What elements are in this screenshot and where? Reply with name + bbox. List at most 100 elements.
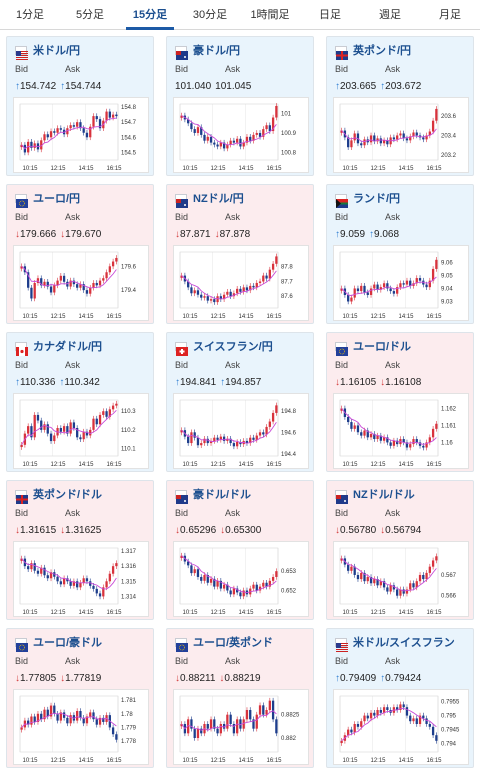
x-tick-label: 16:15 <box>106 758 122 764</box>
rate-card[interactable]: ランド/円 Bid Ask ↑9.059 ↑9.068 9.06 9.05 9.04 9.03 1… <box>326 184 474 324</box>
rate-card[interactable]: 英ポンド/ドル Bid Ask ↓1.31615 ↓1.31625 1.317 1.316 1… <box>6 480 154 620</box>
x-tick-label: 12:15 <box>50 758 66 764</box>
rate-card[interactable]: スイスフラン/円 Bid Ask ↑194.841 ↑194.857 194.8 194.6… <box>166 332 314 472</box>
tab-7[interactable]: 月足 <box>439 9 461 21</box>
rate-card[interactable]: NZドル/ドル Bid Ask ↓0.56780 ↓0.56794 0.567 0.566 1… <box>326 480 474 620</box>
pair-title-link[interactable]: NZドル/ドル <box>335 487 415 504</box>
rate-card[interactable]: カナダドル/円 Bid Ask ↑110.336 ↑110.342 110.3 110.2 1… <box>6 332 154 472</box>
price-row: ↑9.059 ↑9.068 <box>335 229 399 240</box>
pair-title-link[interactable]: ユーロ/円 <box>15 191 80 208</box>
bid-label: Bid <box>335 64 349 74</box>
arrow-down-icon: ↓ <box>15 525 20 536</box>
price-row: ↓0.88211 ↓0.88219 <box>175 673 261 684</box>
tab-1[interactable]: 5分足 <box>75 9 105 21</box>
candle-body <box>216 580 219 587</box>
pair-title-link[interactable]: NZドル/円 <box>175 191 244 208</box>
candle-body <box>239 442 242 445</box>
candle-body <box>209 299 213 301</box>
x-tick-label: 10:15 <box>342 462 358 468</box>
candle-body <box>428 566 431 573</box>
arrow-up-icon: ↑ <box>335 229 340 240</box>
candle-body <box>435 108 438 121</box>
rate-card[interactable]: ユーロ/豪ドル Bid Ask ↓1.77805 ↓1.77819 1.781 1.78 1.… <box>6 628 154 768</box>
candle-body <box>386 707 389 710</box>
rate-card[interactable]: ユーロ/ドル Bid Ask ↓1.16105 ↓1.16108 1.162 1.161 1.… <box>326 332 474 472</box>
candle-body <box>203 438 206 444</box>
rate-card[interactable]: 豪ドル/ドル Bid Ask ↓0.65296 ↓0.65300 0.653 0.652 10… <box>166 480 314 620</box>
mini-chart[interactable]: 110.3 110.2 110.1 10:15 12:15 14:15 16:15 <box>13 393 149 469</box>
tab-2[interactable]: 15分足 <box>120 0 180 30</box>
candle-body <box>258 705 262 715</box>
candle-body <box>258 132 262 137</box>
mini-chart[interactable]: 101 100.9 100.8 10:15 12:15 14:15 16:15 <box>173 97 309 173</box>
rate-card[interactable]: ユーロ/英ポンド Bid Ask ↓0.88211 ↓0.88219 0.8825 0.88… <box>166 628 314 768</box>
mini-chart[interactable]: 0.567 0.566 10:15 12:15 14:15 16:15 <box>333 541 469 617</box>
candle-body <box>203 296 206 298</box>
pair-title-link[interactable]: 豪ドル/ドル <box>175 487 251 504</box>
mini-chart[interactable]: 1.781 1.78 1.779 1.778 10:15 12:15 14:15 16:15 <box>13 689 149 765</box>
mini-chart[interactable]: 1.162 1.161 1.16 10:15 12:15 14:15 16:15 <box>333 393 469 469</box>
tab-4[interactable]: 1時間足 <box>250 9 290 21</box>
candle-body <box>242 142 245 147</box>
pair-title-link[interactable]: ユーロ/ドル <box>335 339 411 356</box>
candle-body <box>69 422 72 434</box>
candle-body <box>412 583 415 588</box>
pair-title-link[interactable]: 英ポンド/円 <box>335 43 411 60</box>
mini-chart[interactable]: 203.6 203.4 203.2 10:15 12:15 14:15 16:15 <box>333 97 469 173</box>
pair-name: スイスフラン/円 <box>193 341 273 353</box>
candle-body <box>229 714 232 724</box>
rate-card[interactable]: 英ポンド/円 Bid Ask ↑203.665 ↑203.672 203.6 203.4 20… <box>326 36 474 176</box>
mini-chart[interactable]: 194.8 194.6 194.4 10:15 12:15 14:15 16:15 <box>173 393 309 469</box>
plot-frame <box>339 103 439 161</box>
pair-title-link[interactable]: スイスフラン/円 <box>175 339 273 356</box>
rate-card[interactable]: ユーロ/円 Bid Ask ↓179.666 ↓179.670 179.6 179.4 10:… <box>6 184 154 324</box>
mini-chart[interactable]: 9.06 9.05 9.04 9.03 10:15 12:15 14:15 16:15 <box>333 245 469 321</box>
mini-chart[interactable]: 0.653 0.652 10:15 12:15 14:15 16:15 <box>173 541 309 617</box>
pair-title-link[interactable]: カナダドル/円 <box>15 339 102 356</box>
tab-6[interactable]: 週足 <box>379 9 401 21</box>
candle-body <box>396 707 399 710</box>
candle-body <box>399 589 402 596</box>
pair-title-link[interactable]: 米ドル/円 <box>15 43 80 60</box>
candle-body <box>242 719 245 729</box>
candle-body <box>255 714 258 729</box>
price-row: ↓1.31615 ↓1.31625 <box>15 525 101 536</box>
pair-title-link[interactable]: ユーロ/豪ドル <box>15 635 102 652</box>
pair-title-link[interactable]: 米ドル/スイスフラン <box>335 635 455 652</box>
candle-body <box>376 710 379 716</box>
pair-title-link[interactable]: ランド/円 <box>335 191 400 208</box>
price-row: ↑154.742 ↑154.744 <box>15 81 101 92</box>
moving-average-line <box>341 128 437 142</box>
candle-body <box>69 581 72 586</box>
candle-body <box>252 719 255 729</box>
rate-card[interactable]: 豪ドル/円 Bid Ask 101.040 101.045 101 100.9 100.8 10… <box>166 36 314 176</box>
tab-5[interactable]: 日足 <box>319 9 341 21</box>
candle-body <box>49 131 53 138</box>
pair-title-link[interactable]: ユーロ/英ポンド <box>175 635 273 652</box>
mini-chart[interactable]: 1.317 1.316 1.315 1.314 10:15 12:15 14:15 16:15 <box>13 541 149 617</box>
mini-chart[interactable]: 0.7955 0.795 0.7945 0.794 10:15 12:15 14:15 16:… <box>333 689 469 765</box>
mini-chart[interactable]: 0.8825 0.882 10:15 12:15 14:15 16:15 <box>173 689 309 765</box>
arrow-up-icon: ↑ <box>380 81 386 92</box>
tab-0[interactable]: 1分足 <box>15 9 45 21</box>
mini-chart[interactable]: 179.6 179.4 10:15 12:15 14:15 16:15 <box>13 245 149 321</box>
candle-body <box>271 576 275 581</box>
candle-body <box>431 268 435 281</box>
ask-value: 1.77819 <box>65 673 102 684</box>
candle-body <box>180 724 183 727</box>
bid-label: Bid <box>15 656 29 666</box>
candle-body <box>275 256 278 264</box>
pair-title-link[interactable]: 英ポンド/ドル <box>15 487 102 504</box>
mini-chart[interactable]: 87.8 87.7 87.6 10:15 12:15 14:15 16:15 <box>173 245 309 321</box>
candle-body <box>415 581 418 588</box>
mini-chart[interactable]: 154.8 154.7 154.6 154.5 10:15 12:15 14:15 16:15 <box>13 97 149 173</box>
tab-3[interactable]: 30分足 <box>192 9 228 21</box>
candle-body <box>350 297 353 302</box>
rate-card[interactable]: NZドル/円 Bid Ask ↓87.871 ↓87.878 87.8 87.7 87.6 10… <box>166 184 314 324</box>
candle-body <box>108 266 111 273</box>
y-tick-label: 154.7 <box>121 120 137 126</box>
candle-body <box>353 425 356 429</box>
rate-card[interactable]: 米ドル/スイスフラン Bid Ask ↑0.79409 ↑0.79424 0.7955 0.… <box>326 628 474 768</box>
rate-card[interactable]: 米ドル/円 Bid Ask ↑154.742 ↑154.744 154.8 154.7 154… <box>6 36 154 176</box>
pair-title-link[interactable]: 豪ドル/円 <box>175 43 240 60</box>
